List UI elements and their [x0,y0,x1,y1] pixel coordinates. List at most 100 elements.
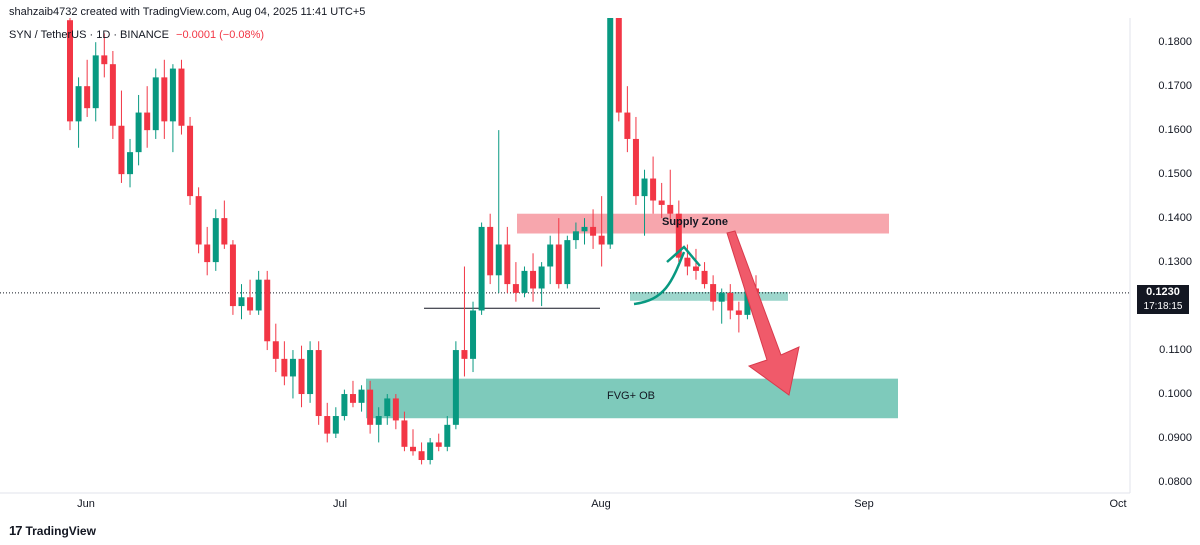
candle-countdown: 17:18:15 [1137,299,1189,314]
fvg-ob-label: FVG+ OB [607,390,655,403]
candle-body [530,270,537,289]
candle-body [75,86,82,122]
tradingview-logo[interactable]: 17 TradingView [9,523,96,538]
candle-body [512,284,519,293]
last-price-label: 0.1230 [1137,284,1189,300]
candle-body [590,226,597,236]
candle-body [727,292,734,311]
candle-body [538,266,545,289]
tradingview-logo-icon: 17 [9,523,23,538]
candle-body [127,152,134,175]
supply-zone-label: Supply Zone [662,215,728,228]
candle-body [461,350,468,359]
chart-credit: shahzaib4732 created with TradingView.co… [9,6,366,18]
candle-body [504,244,511,285]
candle-body [710,284,717,302]
symbol-title[interactable]: SYN / TetherUS · 1D · BINANCE [9,29,169,41]
candles-layer [67,18,759,465]
candle-body [109,64,116,126]
price-tick-label: 0.0800 [1158,476,1192,488]
candle-body [187,125,194,197]
candle-body [332,416,339,434]
candle-body [152,77,159,131]
candle-body [307,350,314,395]
candle-body [650,178,657,201]
candle-body [118,125,125,175]
candle-body [667,204,674,214]
candle-body [555,244,562,285]
candle-body [452,350,459,425]
candle-body [444,424,451,447]
candle-body [238,297,245,307]
candle-body [658,200,665,205]
candle-body [144,112,151,131]
candle-body [135,112,142,153]
candle-body [427,442,434,461]
candle-body [692,266,699,271]
price-tick-label: 0.0900 [1158,432,1192,445]
retest-zone [630,292,788,301]
candle-body [495,244,502,276]
candle-body [169,68,176,122]
candle-body [358,389,365,403]
price-tick-label: 0.1300 [1158,256,1192,269]
candle-body [264,279,271,342]
candle-body [204,244,211,263]
candle-body [615,18,622,113]
candle-body [581,226,588,232]
price-tick-label: 0.1100 [1159,344,1192,357]
date-tick-label: Sep [854,498,874,510]
candle-body [392,398,399,421]
candle-body [298,358,305,395]
date-tick-label: Jun [77,498,95,510]
candle-body [92,55,99,109]
candle-body [375,416,382,425]
candle-body [410,446,416,452]
candle-body [735,310,742,315]
price-tick-label: 0.1700 [1158,80,1192,93]
price-change: −0.0001 (−0.08%) [176,29,265,41]
green-curved-arrow [633,251,686,306]
candle-body [324,416,331,434]
candle-body [349,394,356,403]
candle-body [195,196,202,245]
candle-body [718,292,725,302]
candle-body [418,451,425,461]
candle-body [281,358,288,377]
candle-body [341,394,348,417]
candle-body [675,213,682,258]
symbol-info: SYN / TetherUS · 1D · BINANCE −0.0001 (−… [9,29,264,41]
candle-body [289,358,296,377]
candle-body [84,86,91,109]
candle-body [470,310,477,359]
candle-body [632,138,639,197]
price-tick-label: 0.1500 [1158,168,1192,181]
candle-body [212,218,219,263]
candle-body [101,55,108,65]
candle-body [478,226,485,311]
date-tick-label: Jul [332,498,348,510]
candle-body [247,297,254,311]
tradingview-logo-text: TradingView [25,523,96,538]
candle-body [607,18,614,245]
candle-body [221,218,228,245]
candle-body [384,398,391,417]
candle-body [564,240,571,285]
price-tick-label: 0.1600 [1158,124,1192,137]
zones-layer [366,213,898,419]
candle-body [315,350,322,417]
date-tick-label: Oct [1109,498,1127,510]
price-tick-label: 0.1400 [1158,212,1192,225]
date-tick-label: Aug [591,498,611,510]
candle-body [744,288,751,315]
candle-body [572,231,579,241]
candle-body [255,279,262,311]
candle-body [547,244,554,267]
candle-body [641,178,648,197]
price-tick-label: 0.1800 [1158,36,1192,49]
candle-body [229,244,236,307]
candle-body [178,68,185,126]
price-tick-label: 0.1000 [1158,388,1192,401]
green-arrow-head [666,245,701,267]
